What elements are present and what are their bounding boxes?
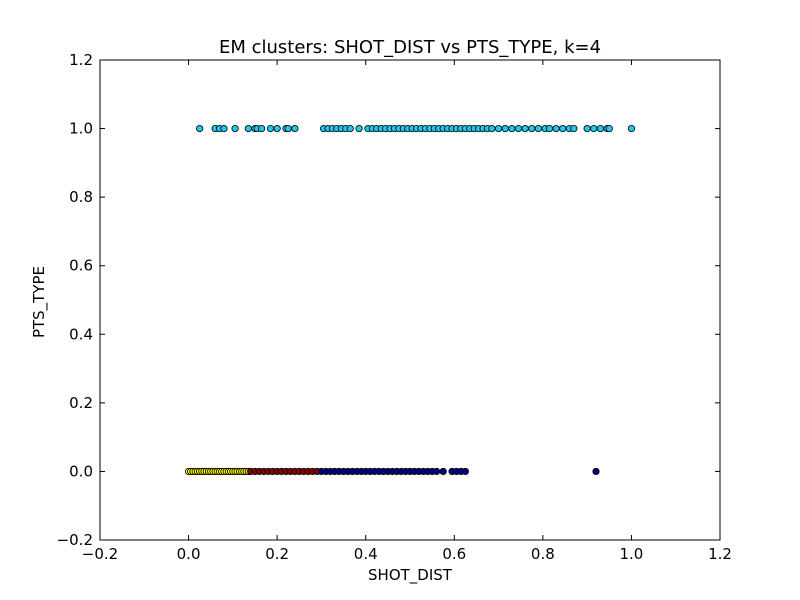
series-cluster-3 — [196, 124, 636, 133]
y-tick-label: 0.0 — [69, 462, 93, 480]
x-tick-label: 0.8 — [531, 545, 555, 563]
data-point — [231, 124, 239, 133]
plot-frame — [99, 59, 721, 541]
data-point — [570, 124, 578, 133]
data-point — [494, 124, 503, 133]
data-point — [528, 124, 536, 133]
y-tick-label: 0.8 — [69, 188, 93, 206]
data-point — [592, 467, 600, 476]
data-point — [590, 124, 598, 133]
series-cluster-1 — [246, 467, 321, 476]
y-tick-label: 0.2 — [69, 394, 93, 412]
data-point — [583, 124, 591, 133]
y-tick-label: 1.2 — [69, 51, 93, 69]
data-point — [432, 467, 441, 476]
y-tick-label: 0.6 — [69, 257, 93, 275]
data-point — [559, 124, 567, 133]
data-point — [291, 124, 299, 133]
data-point — [439, 467, 447, 476]
data-point — [355, 124, 363, 133]
data-point — [514, 124, 523, 133]
x-axis-label: SHOT_DIST — [368, 566, 453, 585]
data-point — [196, 124, 204, 133]
data-point — [346, 124, 354, 133]
y-tick-label: 0.4 — [69, 325, 93, 343]
data-point — [596, 124, 605, 133]
data-point — [273, 124, 281, 133]
data-point — [508, 124, 516, 133]
x-tick-label: 1.2 — [708, 545, 732, 563]
data-point — [534, 124, 543, 133]
x-tick-label: 1.0 — [619, 545, 643, 563]
data-point — [488, 124, 496, 133]
series-cluster-2 — [317, 467, 600, 476]
ticks-layer: −0.2 0.0 0.2 0.4 0.6 0.8 1.0 1.2 −0.2 0.0 0.2 0.4 0.… — [57, 51, 732, 563]
series-cluster-0 — [184, 467, 252, 476]
data-point — [244, 124, 252, 133]
y-axis-label: PTS_TYPE — [30, 266, 49, 338]
y-tick-label: 1.0 — [69, 120, 93, 138]
data-point — [605, 124, 613, 133]
x-tick-label: −0.2 — [82, 545, 118, 563]
x-tick-label: 0.2 — [265, 545, 289, 563]
points-layer — [184, 124, 636, 476]
x-tick-label: 0.4 — [354, 545, 378, 563]
x-tick-label: 0.6 — [442, 545, 466, 563]
data-point — [266, 124, 275, 133]
data-point — [627, 124, 636, 133]
data-point — [284, 124, 292, 133]
chart-title: EM clusters: SHOT_DIST vs PTS_TYPE, k=4 — [219, 37, 601, 58]
data-point — [220, 124, 228, 133]
data-point — [258, 124, 266, 133]
data-point — [545, 124, 554, 133]
data-point — [461, 467, 469, 476]
data-point — [521, 124, 529, 133]
data-point — [552, 124, 560, 133]
y-tick-label: −0.2 — [57, 531, 93, 549]
data-point — [501, 124, 509, 133]
x-tick-label: 0.0 — [177, 545, 201, 563]
